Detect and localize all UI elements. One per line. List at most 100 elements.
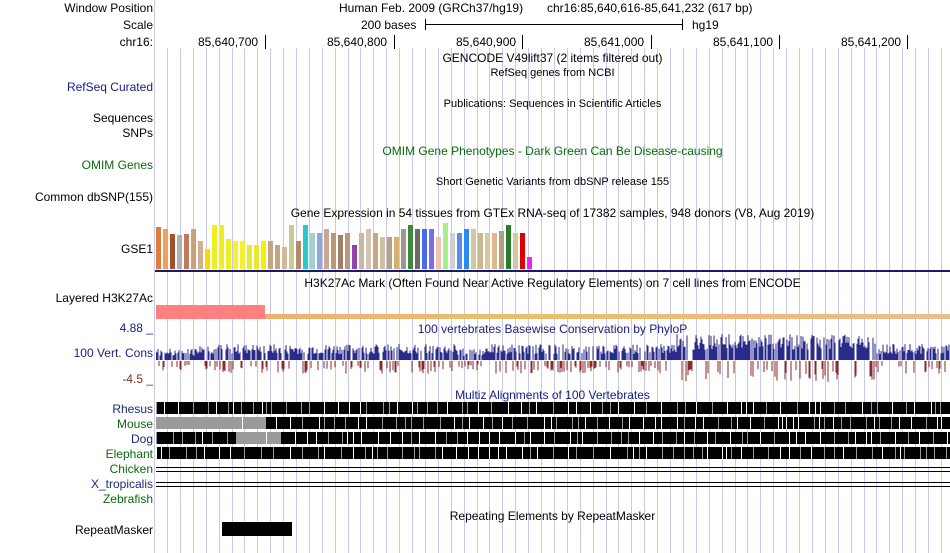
gtex-bar[interactable] [240, 241, 245, 269]
gtex-bar[interactable] [289, 225, 294, 269]
gtex-bar[interactable] [219, 225, 224, 269]
species-label-xtropicalis[interactable]: X_tropicalis [90, 477, 153, 491]
gtex-bar[interactable] [450, 233, 455, 269]
gtex-bar[interactable] [275, 245, 280, 269]
alignment-gap [643, 417, 644, 429]
gtex-bar[interactable] [387, 237, 392, 269]
species-label-chicken[interactable]: Chicken [109, 462, 153, 476]
snps-track-label[interactable]: SNPs [122, 126, 153, 140]
position-text[interactable]: chr16:85,640,616-85,641,232 (617 bp) [547, 1, 753, 15]
cons-track-label[interactable]: 100 Vert. Cons [73, 346, 153, 360]
alignment-row-elephant[interactable] [156, 447, 950, 459]
refseq-track-title[interactable]: RefSeq genes from NCBI [490, 67, 615, 79]
h3k27ac-track-label[interactable]: Layered H3K27Ac [55, 291, 153, 305]
alignment-gap [383, 402, 384, 414]
gtex-bar[interactable] [233, 241, 238, 269]
gtex-bar[interactable] [191, 229, 196, 269]
gtex-bar[interactable] [247, 245, 252, 269]
gtex-bar[interactable] [205, 249, 210, 269]
gtex-bar-chart[interactable] [156, 222, 536, 269]
alignment-gap [553, 447, 554, 459]
omim-track-label[interactable]: OMIM Genes [81, 158, 153, 172]
gtex-bar[interactable] [338, 235, 343, 269]
refseq-track-label[interactable]: RefSeq Curated [66, 80, 153, 94]
gtex-track-title[interactable]: Gene Expression in 54 tissues from GTEx … [290, 206, 815, 220]
alignment-row-xtropicalis[interactable] [156, 482, 950, 483]
alignment-gap [824, 447, 825, 459]
dbsnp-track-label[interactable]: Common dbSNP(155) [34, 190, 153, 204]
gtex-bar[interactable] [373, 233, 378, 269]
gtex-bar[interactable] [212, 225, 217, 269]
gtex-bar[interactable] [485, 233, 490, 269]
gtex-bar[interactable] [310, 233, 315, 269]
gtex-bar[interactable] [177, 235, 182, 269]
gtex-bar[interactable] [317, 233, 322, 269]
gtex-bar[interactable] [303, 225, 308, 269]
gtex-bar[interactable] [492, 233, 497, 269]
gtex-bar[interactable] [345, 233, 350, 269]
species-label-rhesus[interactable]: Rhesus [112, 402, 153, 416]
gtex-bar[interactable] [408, 225, 413, 269]
omim-track-title[interactable]: OMIM Gene Phenotypes - Dark Green Can Be… [382, 144, 723, 158]
alignment-gap [241, 432, 242, 444]
h3k27ac-track-title[interactable]: H3K27Ac Mark (Often Found Near Active Re… [304, 276, 801, 290]
gtex-bar[interactable] [401, 229, 406, 269]
alignment-row-rhesus[interactable] [156, 402, 950, 414]
gtex-bar[interactable] [184, 234, 189, 269]
gtex-bar[interactable] [324, 229, 329, 269]
gtex-bar[interactable] [268, 241, 273, 269]
gtex-bar[interactable] [513, 233, 518, 269]
gtex-bar[interactable] [527, 257, 532, 269]
alignment-row-dog[interactable] [156, 432, 950, 444]
gtex-bar[interactable] [366, 229, 371, 269]
gtex-bar[interactable] [380, 237, 385, 269]
gtex-bar[interactable] [331, 233, 336, 269]
sequences-track-label[interactable]: Sequences [92, 111, 153, 125]
conservation-wiggle-plot[interactable] [156, 330, 950, 386]
gtex-bar[interactable] [422, 229, 427, 269]
dbsnp-track-title[interactable]: Short Genetic Variants from dbSNP releas… [435, 176, 670, 188]
gtex-bar[interactable] [156, 227, 161, 269]
gtex-bar[interactable] [359, 233, 364, 269]
repeatmasker-track-title[interactable]: Repeating Elements by RepeatMasker [449, 509, 656, 523]
gtex-bar[interactable] [261, 241, 266, 269]
gtex-bar[interactable] [352, 245, 357, 269]
gtex-bar[interactable] [282, 247, 287, 269]
alignment-gap [468, 447, 469, 459]
gtex-bar[interactable] [226, 239, 231, 269]
species-label-dog[interactable]: Dog [130, 432, 153, 446]
alignment-row-chicken[interactable] [156, 467, 950, 468]
gtex-track-label[interactable]: GSE1 [120, 242, 153, 256]
gtex-bar[interactable] [429, 229, 434, 269]
gtex-bar[interactable] [471, 229, 476, 269]
repeatmasker-track-label[interactable]: RepeatMasker [74, 523, 153, 537]
gtex-bar[interactable] [436, 237, 441, 269]
alignment-row-chicken-2 [156, 471, 950, 472]
alignment-gap [419, 432, 420, 444]
cons-track-title[interactable]: 100 vertebrates Basewise Conservation by… [417, 322, 688, 336]
gtex-bar[interactable] [170, 234, 175, 269]
gtex-bar[interactable] [254, 245, 259, 269]
gencode-track-title[interactable]: GENCODE V49lift37 (2 items filtered out) [442, 51, 663, 65]
gtex-bar[interactable] [198, 241, 203, 269]
gtex-bar[interactable] [394, 237, 399, 269]
gtex-bar[interactable] [296, 241, 301, 269]
gtex-bar[interactable] [415, 229, 420, 269]
gtex-bar[interactable] [443, 223, 448, 269]
gtex-bar[interactable] [478, 233, 483, 269]
alignment-gap [926, 417, 927, 429]
multiz-track-title[interactable]: Multiz Alignments of 100 Vertebrates [455, 388, 650, 402]
species-label-mouse[interactable]: Mouse [116, 417, 153, 431]
gtex-bar[interactable] [163, 229, 168, 269]
publications-track-title[interactable]: Publications: Sequences in Scientific Ar… [443, 98, 662, 110]
gtex-bar[interactable] [520, 233, 525, 269]
species-label-elephant[interactable]: Elephant [105, 447, 153, 461]
species-label-zebrafish[interactable]: Zebrafish [102, 492, 153, 506]
repeat-element[interactable] [222, 522, 292, 536]
gtex-bar[interactable] [499, 231, 504, 269]
alignment-row-mouse[interactable] [156, 417, 950, 429]
alignment-gap [324, 402, 325, 414]
gtex-bar[interactable] [506, 225, 511, 269]
gtex-bar[interactable] [457, 233, 462, 269]
gtex-bar[interactable] [464, 229, 469, 269]
